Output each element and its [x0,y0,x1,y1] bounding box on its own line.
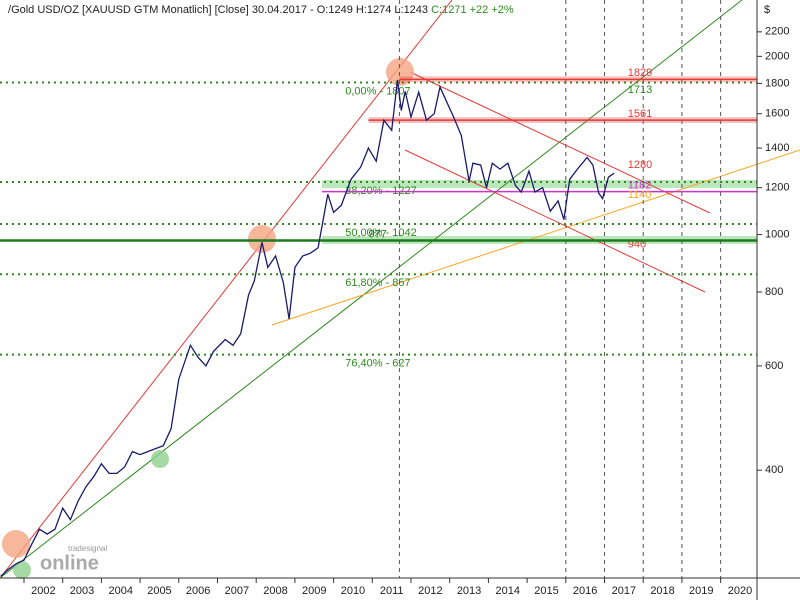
y-tick-label: 800 [765,286,783,298]
y-tick-label: 1600 [765,108,789,120]
channel-line [409,71,711,214]
x-tick-label: 2012 [418,585,442,597]
x-tick-label: 2006 [186,585,210,597]
x-tick-label: 2019 [689,585,713,597]
marker-circle [151,450,169,468]
trend-line [271,149,800,326]
x-tick-label: 2003 [70,585,94,597]
level-label: 977 [368,228,386,240]
y-tick-label: 2200 [765,26,789,38]
y-tick-label: 2000 [765,50,789,62]
title-change: C:1271 +22 +2% [431,4,514,16]
marker-circle [2,530,30,558]
fib-label: 76,40% - 627 [345,358,410,370]
x-tick-label: 2010 [341,585,365,597]
y-tick-label: 400 [765,464,783,476]
x-tick-label: 2007 [225,585,249,597]
y-tick-label: 1800 [765,77,789,89]
x-tick-label: 2002 [31,585,55,597]
chart-title: /Gold USD/OZ [XAUUSD GTM Monatlich] [Clo… [8,4,514,16]
level-label: 1140 [628,189,652,201]
x-tick-label: 2008 [263,585,287,597]
channel-line [404,149,706,293]
y-unit: $ [764,4,770,16]
fib-label: 0,00% - 1807 [345,85,410,97]
x-tick-label: 2011 [380,585,404,597]
price-line [0,79,615,577]
x-tick-label: 2020 [728,585,752,597]
marker-circle [13,561,31,579]
x-tick-label: 2016 [573,585,597,597]
trend-line [0,0,743,579]
x-tick-label: 2014 [496,585,520,597]
marker-circle [248,225,276,253]
x-tick-label: 2004 [109,585,133,597]
y-tick-label: 1000 [765,228,789,240]
x-tick-label: 2018 [650,585,674,597]
level-label: 1713 [628,84,652,96]
level-label: 1829 [628,67,652,79]
level-label: 1182 [628,179,652,191]
title: Gold USD/OZ [XAUUSD GTM Monatlich] [Clos… [11,4,428,16]
x-tick-label: 2017 [612,585,636,597]
support-band [322,180,757,188]
trend-line [0,0,453,579]
y-tick-label: 600 [765,360,783,372]
fib-label: 50,00% - 1042 [345,227,417,239]
y-tick-label: 1200 [765,182,789,194]
fib-label: 61,80% - 857 [345,277,410,289]
watermark: tradesignal [68,544,107,553]
level-label: 1280 [628,159,652,171]
x-tick-label: 2005 [147,585,171,597]
x-tick-label: 2009 [302,585,326,597]
x-tick-label: 2013 [457,585,481,597]
x-tick-label: 2015 [534,585,558,597]
y-tick-label: 1400 [765,142,789,154]
watermark-sub: online [40,552,99,574]
level-label: 1561 [628,108,652,120]
